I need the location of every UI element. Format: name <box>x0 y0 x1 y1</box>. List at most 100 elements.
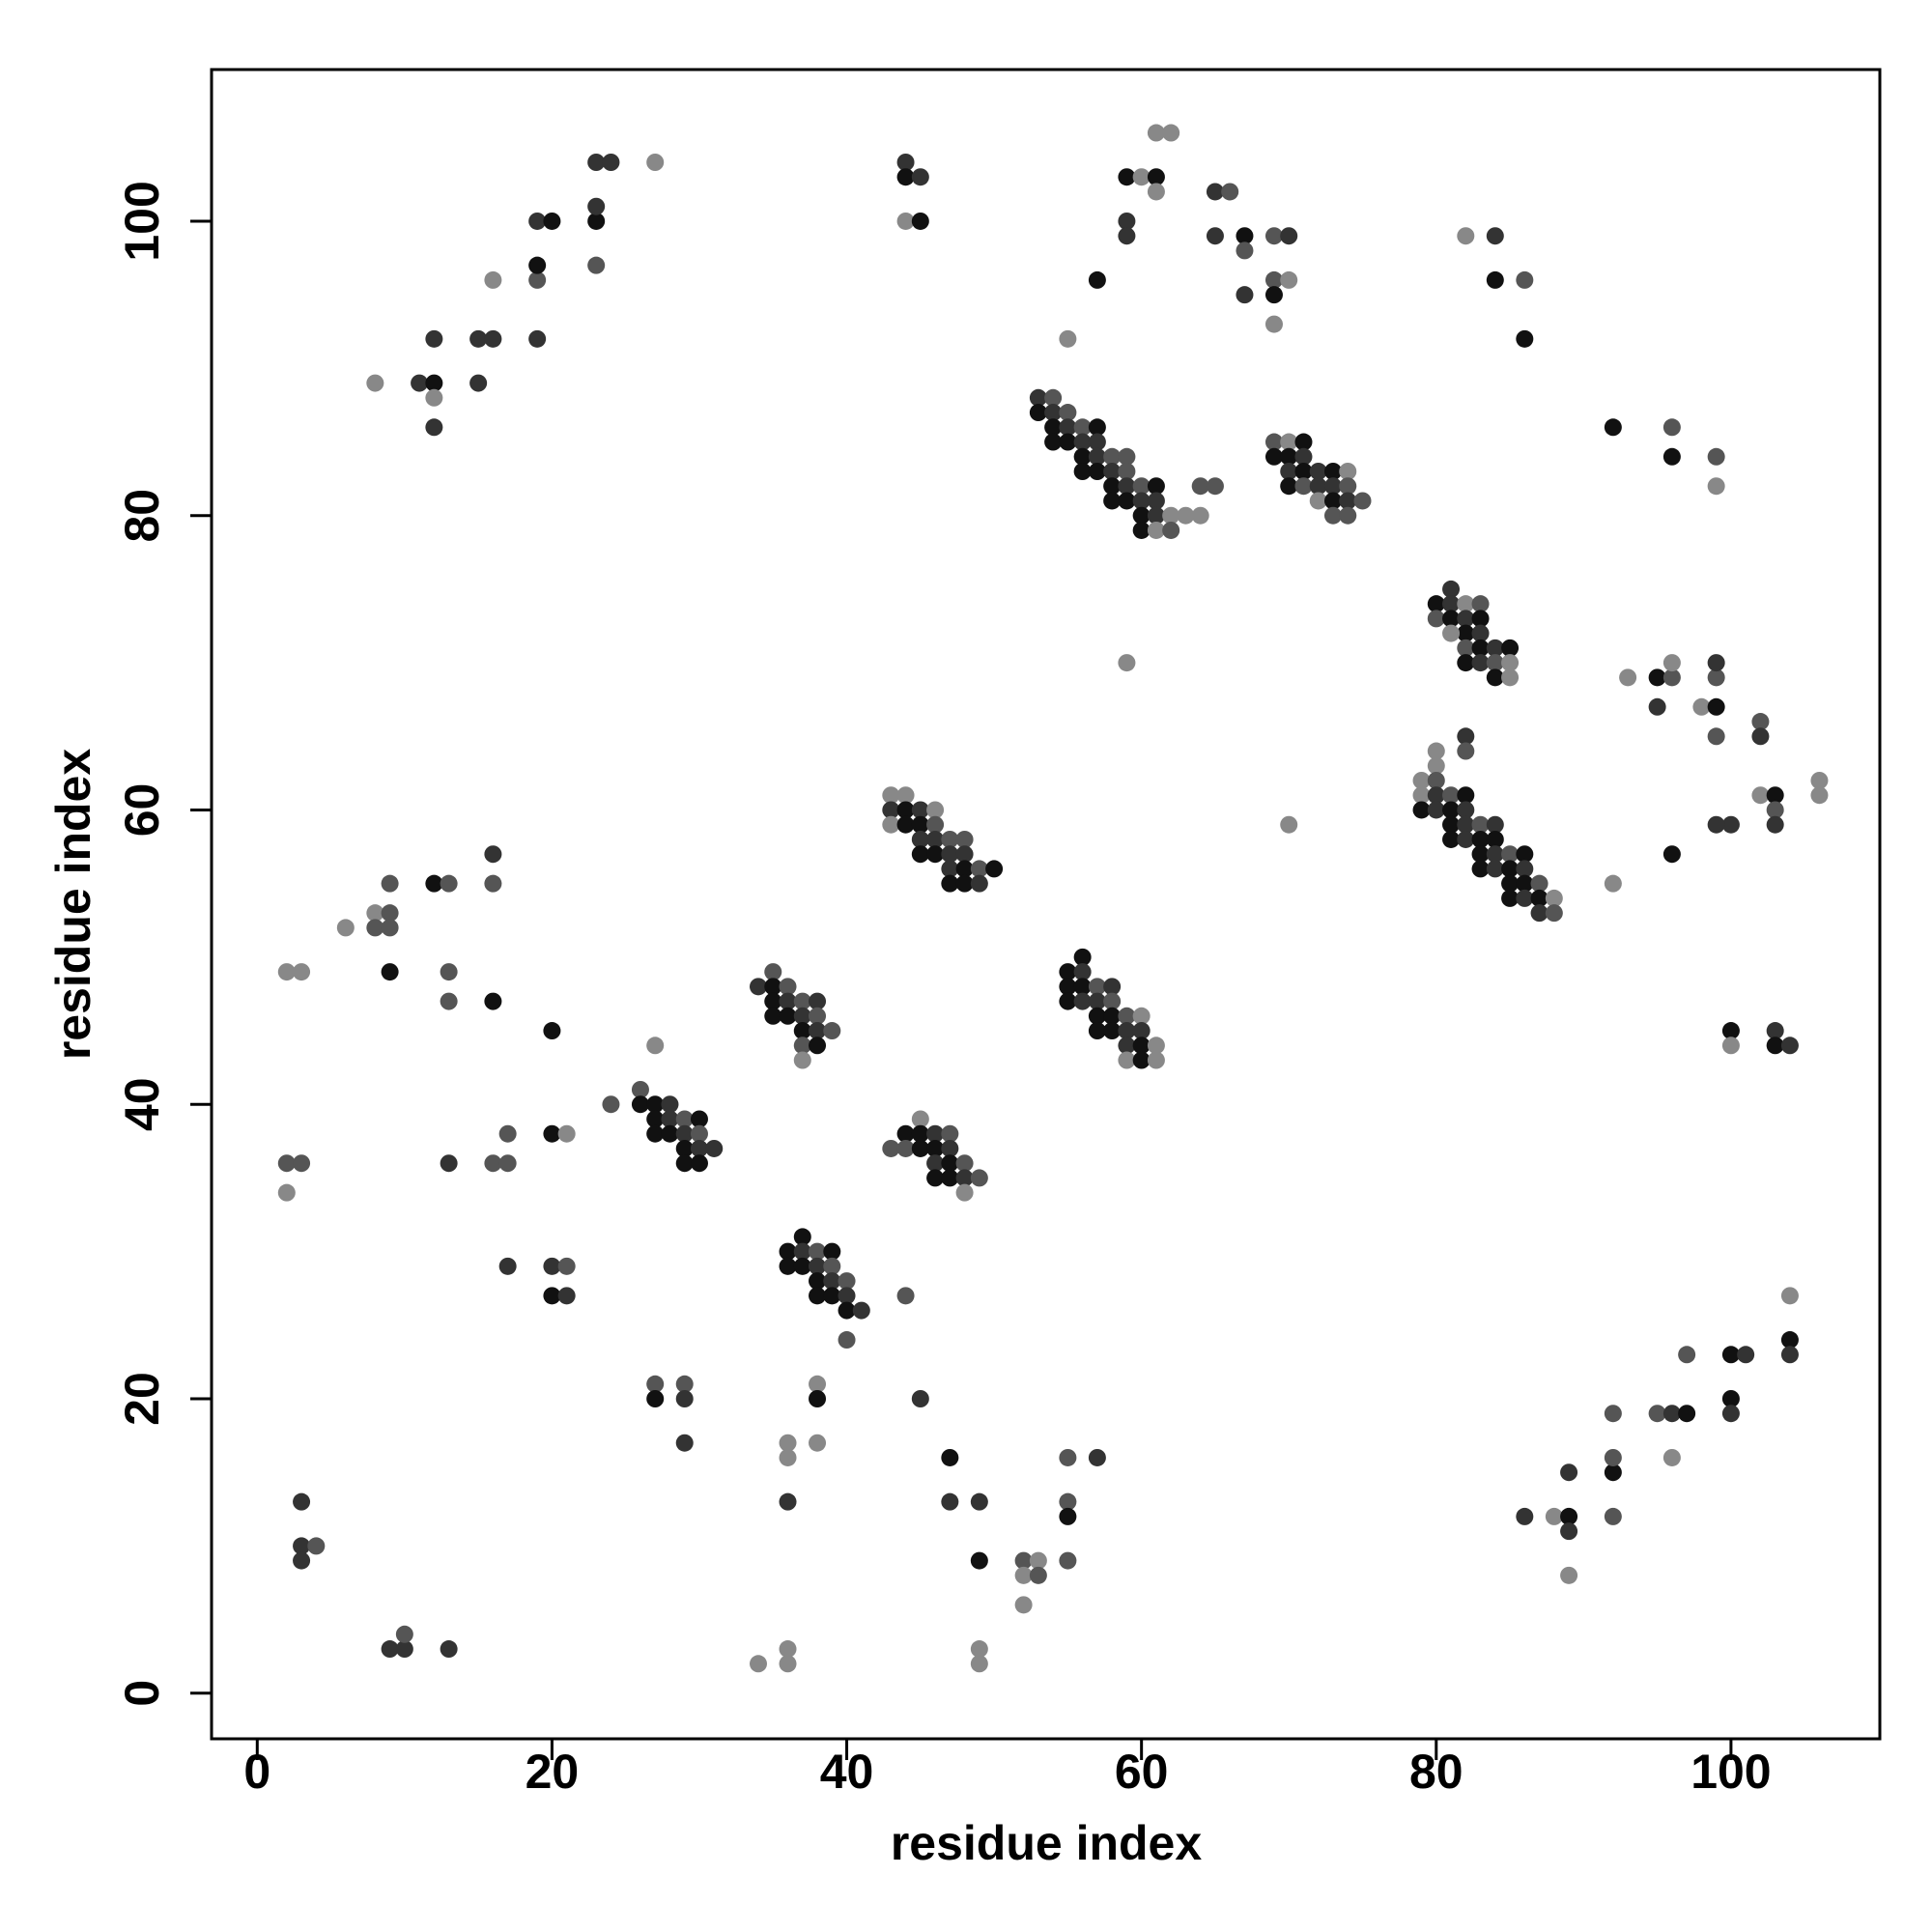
point <box>809 1037 827 1055</box>
point <box>926 845 945 864</box>
point <box>809 1287 827 1305</box>
point <box>1191 477 1209 496</box>
point <box>1442 595 1461 613</box>
point <box>1516 1507 1534 1525</box>
point <box>366 374 384 392</box>
point <box>1162 506 1180 525</box>
point <box>1516 845 1534 864</box>
point <box>1457 654 1475 672</box>
point <box>1516 874 1534 893</box>
point <box>1486 227 1504 245</box>
point <box>970 874 988 893</box>
point <box>425 418 443 437</box>
point <box>646 1095 665 1114</box>
point <box>1486 860 1504 878</box>
x-tick-label: 40 <box>820 1745 874 1799</box>
point <box>1059 992 1077 1010</box>
point <box>1721 1037 1740 1055</box>
point <box>1206 183 1224 201</box>
x-axis-label: residue index <box>891 1816 1203 1870</box>
point <box>793 1022 811 1040</box>
point <box>1427 756 1445 775</box>
point <box>1560 1463 1578 1482</box>
point <box>1088 463 1106 480</box>
point <box>809 1390 827 1407</box>
point <box>1766 815 1784 834</box>
point <box>1810 786 1829 805</box>
point <box>1766 1037 1784 1055</box>
point <box>1029 404 1047 422</box>
point <box>1604 1448 1622 1466</box>
point <box>1545 904 1563 923</box>
point <box>1457 815 1475 834</box>
point <box>1486 639 1504 657</box>
point <box>1323 492 1342 510</box>
point <box>793 992 811 1010</box>
y-tick-label: 20 <box>115 1372 169 1426</box>
point <box>557 1257 576 1275</box>
point <box>779 1655 797 1673</box>
point <box>1309 492 1327 510</box>
point <box>1147 124 1165 142</box>
point <box>793 1051 811 1069</box>
point <box>528 212 547 230</box>
point <box>1088 447 1106 466</box>
point <box>985 860 1004 878</box>
point <box>1486 830 1504 848</box>
point <box>646 154 665 171</box>
point <box>1118 1051 1136 1069</box>
point <box>1427 742 1445 760</box>
point <box>528 329 547 348</box>
point <box>1560 1566 1578 1584</box>
point <box>1501 860 1520 878</box>
point <box>1457 801 1475 819</box>
point <box>911 1124 929 1143</box>
point <box>631 1095 649 1114</box>
point <box>1471 845 1490 864</box>
point <box>809 1257 827 1275</box>
point <box>425 374 443 392</box>
point <box>1780 1287 1799 1305</box>
point <box>1457 610 1475 628</box>
point <box>1103 978 1122 996</box>
point <box>1103 463 1122 480</box>
point <box>926 815 945 834</box>
point <box>1132 521 1151 539</box>
point <box>896 1139 915 1157</box>
point <box>1412 786 1431 805</box>
point <box>587 256 606 274</box>
point <box>970 1655 988 1673</box>
y-tick-label: 40 <box>115 1077 169 1131</box>
x-tick-label: 60 <box>1115 1745 1169 1799</box>
point <box>926 1169 945 1187</box>
point <box>469 374 488 392</box>
point <box>1486 654 1504 672</box>
point <box>1486 270 1504 289</box>
point <box>1103 477 1122 496</box>
point <box>1103 447 1122 466</box>
point <box>602 1095 620 1114</box>
point <box>1147 521 1165 539</box>
point <box>1486 845 1504 864</box>
point <box>366 904 384 923</box>
point <box>941 860 959 878</box>
point <box>1471 815 1490 834</box>
point <box>366 919 384 937</box>
point <box>1707 727 1725 746</box>
point <box>1442 786 1461 805</box>
point <box>381 874 399 893</box>
point <box>1236 286 1254 304</box>
point <box>1162 124 1180 142</box>
point <box>425 874 443 893</box>
point <box>779 1007 797 1025</box>
x-tick-label: 20 <box>526 1745 580 1799</box>
point <box>882 815 900 834</box>
point <box>1442 801 1461 819</box>
point <box>646 1390 665 1407</box>
point <box>1309 477 1327 496</box>
point <box>1442 580 1461 598</box>
point <box>1766 1022 1784 1040</box>
point <box>1132 1037 1151 1055</box>
point <box>1073 992 1092 1010</box>
point <box>1280 463 1298 480</box>
